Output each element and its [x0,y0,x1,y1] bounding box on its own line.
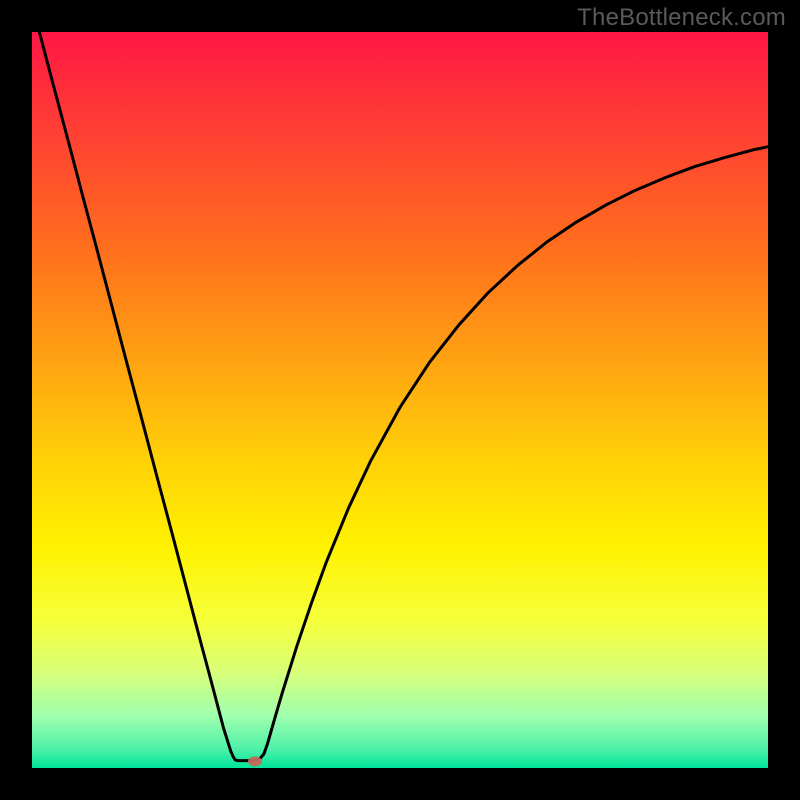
chart-frame: TheBottleneck.com [0,0,800,800]
optimal-point-marker [248,756,262,766]
bottleneck-chart [0,0,800,800]
plot-background [32,32,768,768]
